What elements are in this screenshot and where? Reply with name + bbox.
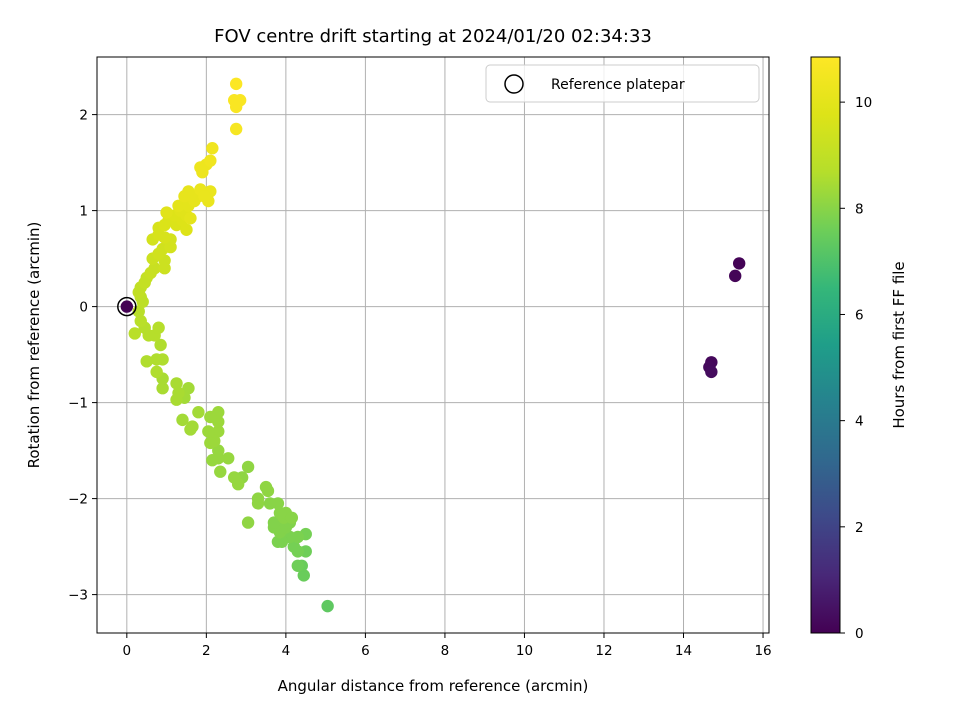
scatter-point — [160, 206, 173, 219]
y-tick-label: −2 — [68, 492, 88, 508]
data-points — [117, 77, 746, 613]
scatter-point — [287, 540, 301, 553]
scatter-point — [285, 511, 299, 524]
legend-box — [485, 64, 760, 103]
scatter-point — [182, 185, 195, 198]
plot-frame — [96, 56, 770, 634]
scatter-point — [229, 96, 243, 110]
scatter-point — [241, 516, 255, 529]
scatter-point — [198, 190, 211, 203]
scatter-point — [251, 497, 265, 510]
legend: Reference platepar — [485, 64, 760, 103]
colorbar-ticks: 0 2 4 6 8 10 — [840, 95, 872, 642]
y-tick-label: 0 — [79, 300, 88, 316]
reference-platepar-marker — [117, 296, 137, 317]
y-tick-label: 2 — [79, 108, 88, 124]
scatter-point — [227, 471, 241, 484]
scatter-point — [120, 300, 134, 313]
grid-lines — [97, 57, 769, 633]
colorbar-tick-label: 6 — [855, 307, 864, 323]
scatter-point — [150, 365, 163, 379]
scatter-point — [212, 444, 225, 457]
y-tick-label: −1 — [68, 396, 88, 412]
legend-marker — [504, 74, 524, 94]
y-axis-label: Rotation from reference (arcmin) — [25, 222, 43, 469]
x-tick-label: 14 — [675, 643, 692, 659]
scatter-point — [182, 382, 195, 395]
scatter-point — [170, 393, 183, 406]
scatter-point — [204, 154, 217, 167]
scatter-point — [212, 425, 225, 438]
colorbar-gradient — [810, 56, 841, 634]
x-axis-label: Angular distance from reference (arcmin) — [278, 677, 589, 695]
scatter-point — [206, 454, 219, 467]
x-tick-label: 4 — [282, 643, 291, 659]
legend-entry: Reference platepar — [551, 77, 685, 93]
colorbar-label: Hours from first FF file — [890, 261, 908, 428]
scatter-point — [184, 423, 197, 436]
scatter-point — [192, 406, 205, 419]
scatter-point — [263, 497, 277, 510]
colorbar: 0 2 4 6 8 10 Hours from first FF file — [810, 56, 908, 642]
scatter-point — [176, 413, 189, 427]
scatter-point — [154, 338, 167, 352]
y-tick-label: −3 — [68, 588, 88, 604]
x-tick-label: 10 — [516, 643, 533, 659]
x-tick-label: 2 — [202, 643, 211, 659]
scatter-point — [705, 365, 718, 379]
scatter-point — [140, 355, 153, 368]
scatter-point — [206, 142, 219, 155]
scatter-point — [214, 465, 227, 478]
scatter-point — [172, 199, 185, 212]
scatter-point — [729, 269, 742, 283]
scatter-point — [204, 436, 217, 450]
colorbar-tick-label: 4 — [855, 414, 864, 430]
scatter-point — [156, 382, 169, 395]
x-tick-label: 0 — [123, 643, 132, 659]
scatter-point — [170, 377, 183, 390]
scatter-point — [732, 257, 746, 270]
scatter-point — [273, 506, 287, 520]
colorbar-tick-label: 0 — [855, 626, 864, 642]
colorbar-tick-label: 8 — [855, 201, 864, 217]
scatter-point — [150, 353, 163, 366]
scatter-point — [241, 460, 255, 474]
colorbar-tick-label: 2 — [855, 520, 864, 536]
scatter-point — [321, 599, 334, 613]
x-tick-label: 12 — [595, 643, 612, 659]
scatter-point — [180, 223, 193, 236]
x-tick-label: 8 — [441, 643, 450, 659]
scatter-point — [222, 452, 235, 465]
scatter-point — [202, 425, 215, 438]
y-tick-label: 1 — [79, 204, 88, 220]
scatter-point — [259, 480, 273, 494]
scatter-point — [184, 212, 197, 225]
scatter-point — [204, 410, 217, 424]
scatter-point — [271, 535, 285, 548]
colorbar-tick-label: 10 — [855, 95, 872, 111]
scatter-point — [267, 516, 281, 529]
scatter-point — [229, 122, 243, 136]
scatter-point — [134, 314, 147, 328]
scatter-point — [128, 327, 141, 340]
chart-title: FOV centre drift starting at 2024/01/20 … — [214, 26, 652, 47]
x-tick-label: 16 — [754, 643, 771, 659]
scatter-point — [148, 262, 161, 275]
scatter-point — [229, 77, 243, 91]
scatter-point — [291, 559, 305, 572]
scatter-point — [158, 231, 171, 244]
scatter-point — [297, 569, 310, 582]
scatter-point — [152, 321, 165, 334]
scatter-point — [194, 161, 207, 174]
x-tick-label: 6 — [361, 643, 370, 659]
